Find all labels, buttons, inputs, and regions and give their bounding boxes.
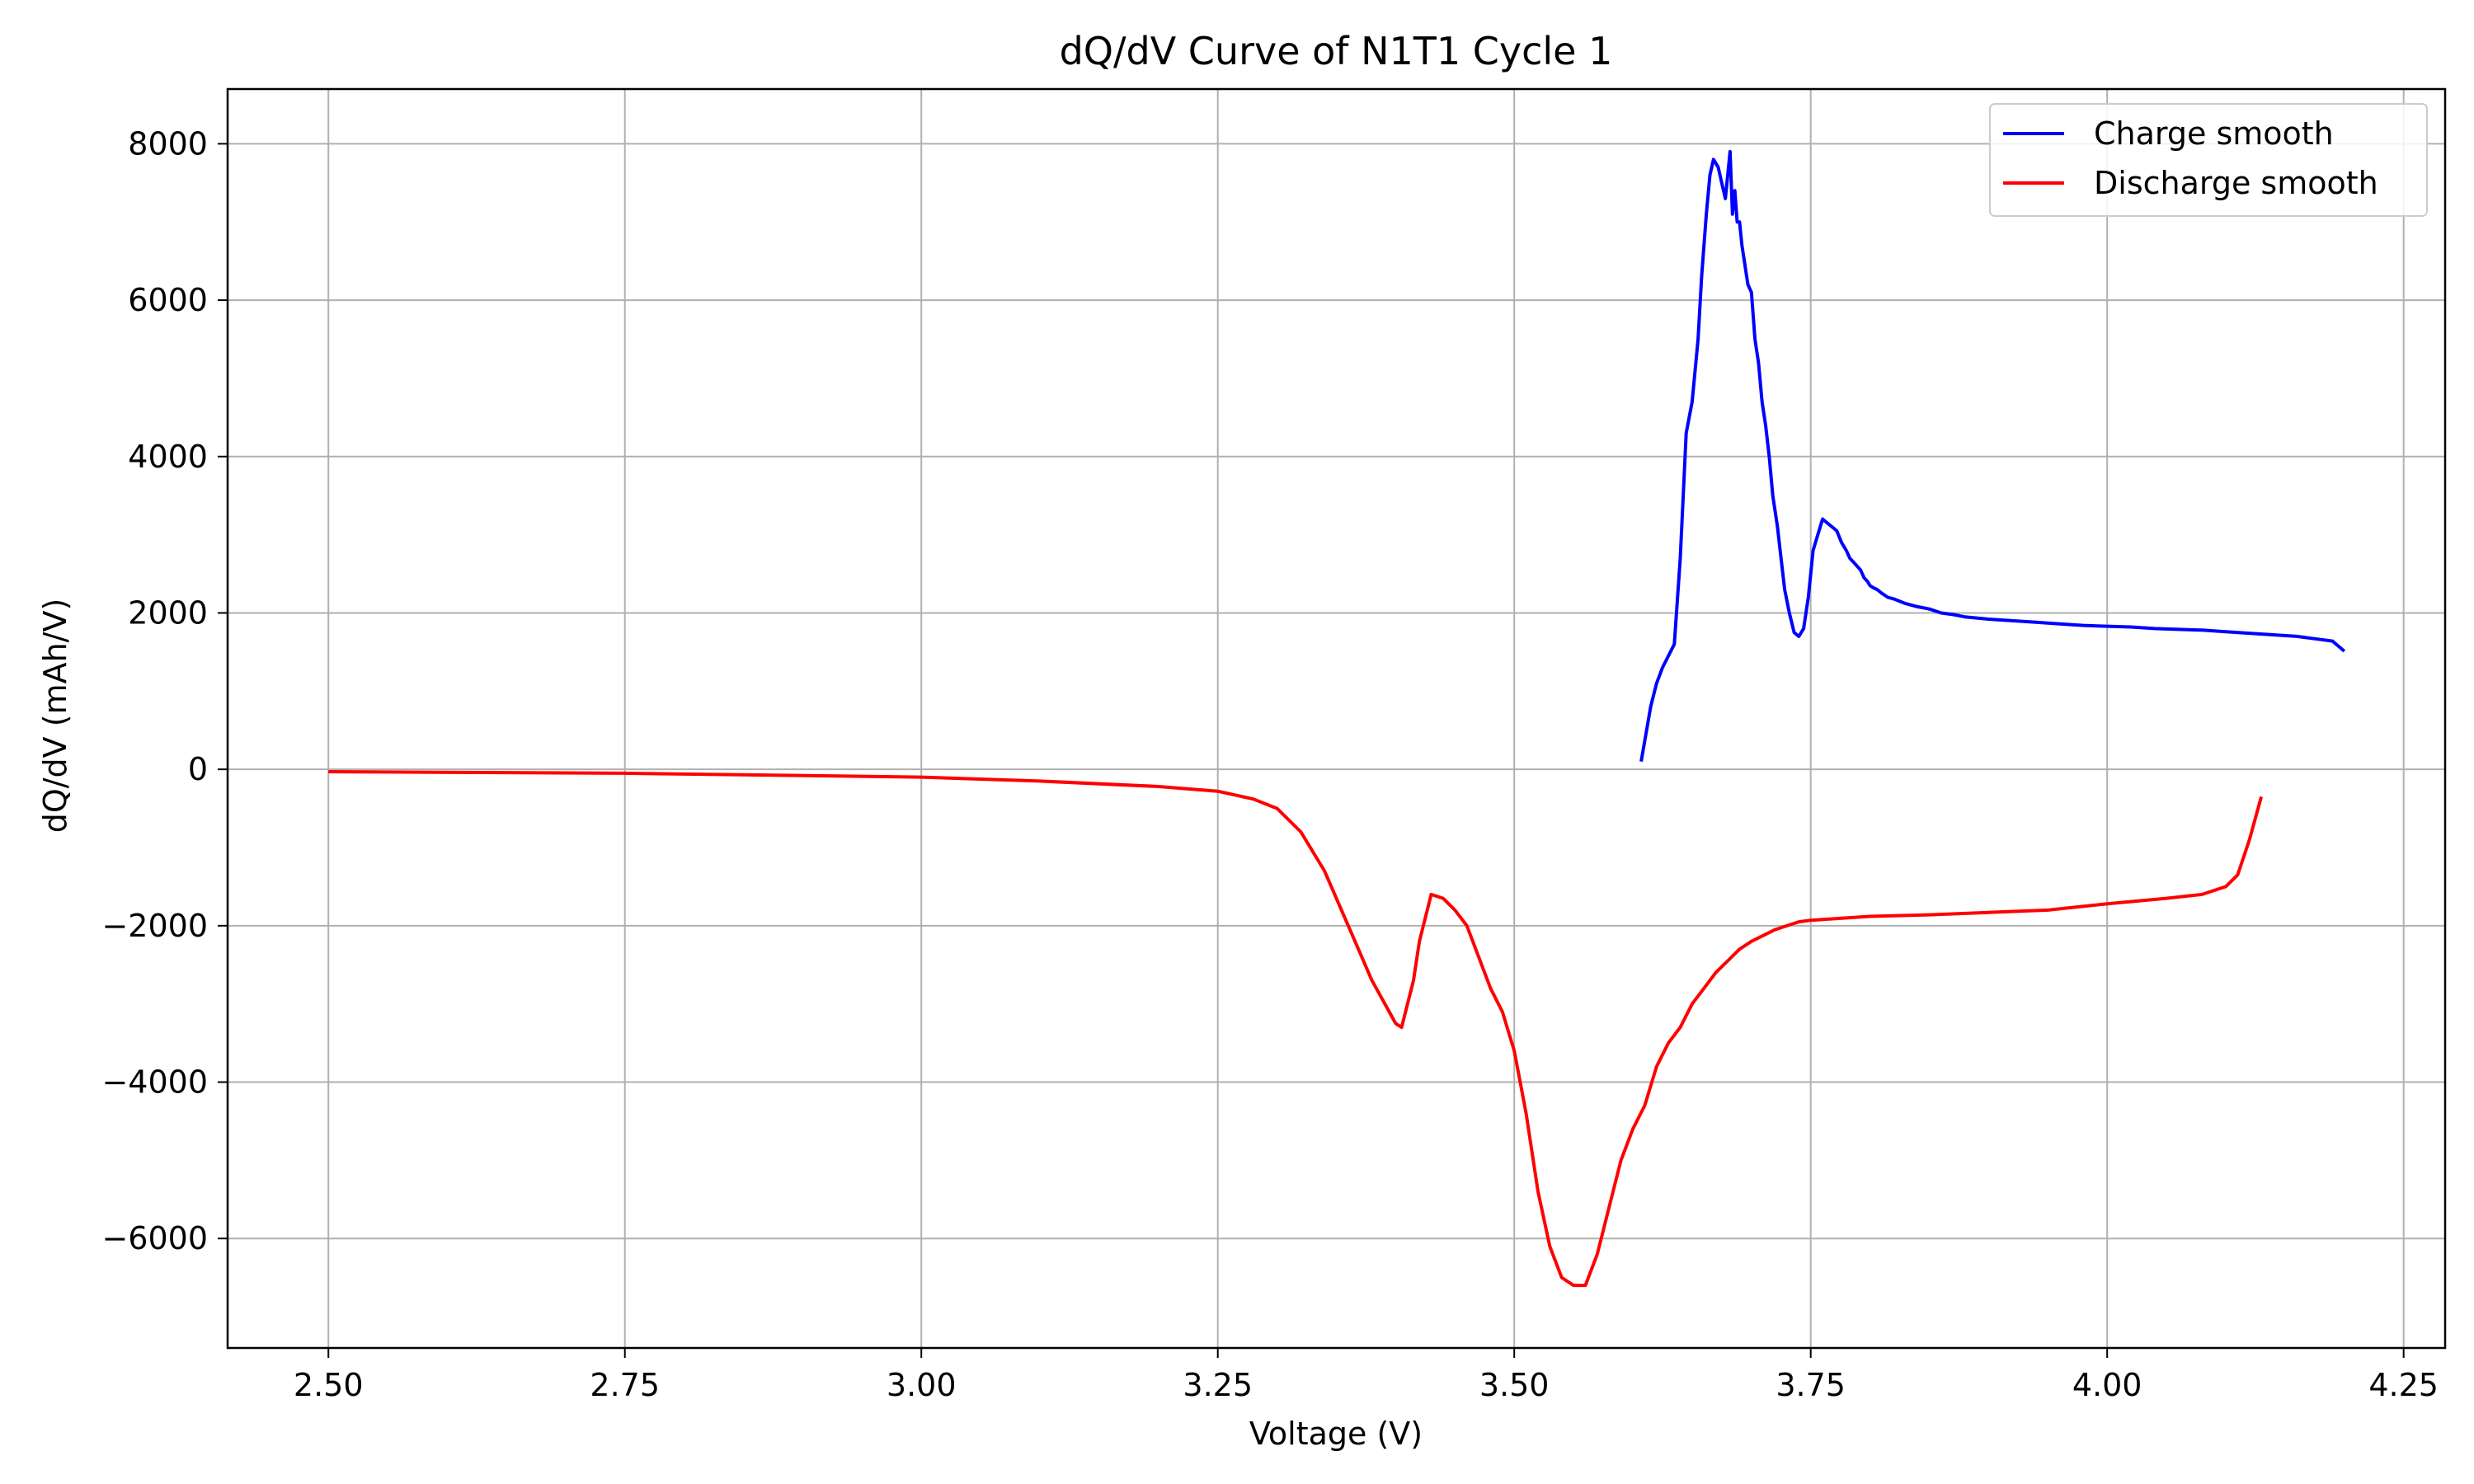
x-tick-label: 2.50	[294, 1367, 364, 1403]
plot-lines	[328, 149, 2346, 1288]
grid	[228, 89, 2445, 1348]
legend-label-charge-smooth: Charge smooth	[2094, 115, 2334, 152]
y-tick-label: 0	[188, 751, 208, 787]
x-tick-label: 4.00	[2072, 1367, 2142, 1403]
legend-box	[1989, 103, 2428, 217]
x-tick-label: 3.25	[1183, 1367, 1253, 1403]
charge-smooth-line	[1639, 149, 2346, 763]
legend: Charge smooth Discharge smooth	[1989, 103, 2428, 217]
y-tick-label: 2000	[128, 594, 208, 631]
legend-label-discharge-smooth: Discharge smooth	[2094, 165, 2378, 201]
x-axis-title: Voltage (V)	[1249, 1416, 1423, 1452]
plot-area-frame	[226, 87, 2447, 1350]
y-tick-label: −4000	[101, 1064, 208, 1101]
y-tick-label: 4000	[128, 439, 208, 475]
y-tick-label: 8000	[128, 125, 208, 162]
x-tick-label: 3.50	[1479, 1367, 1550, 1403]
chart-title: dQ/dV Curve of N1T1 Cycle 1	[1060, 29, 1613, 73]
y-tick-label: 6000	[128, 282, 208, 318]
x-tick-label: 2.75	[590, 1367, 660, 1403]
y-tick-label: −6000	[101, 1220, 208, 1256]
y-tick-label: −2000	[101, 908, 208, 944]
axis-ticks: 2.50 2.75 3.00 3.25 3.50 3.75 4.00 4.25 −6000 −40…	[101, 125, 2439, 1403]
x-tick-label: 3.00	[887, 1367, 957, 1403]
x-tick-label: 3.75	[1776, 1367, 1846, 1403]
y-axis-title: dQ/dV (mAh/V)	[37, 599, 73, 834]
discharge-smooth-line	[328, 770, 2264, 1288]
x-tick-label: 4.25	[2368, 1367, 2439, 1403]
